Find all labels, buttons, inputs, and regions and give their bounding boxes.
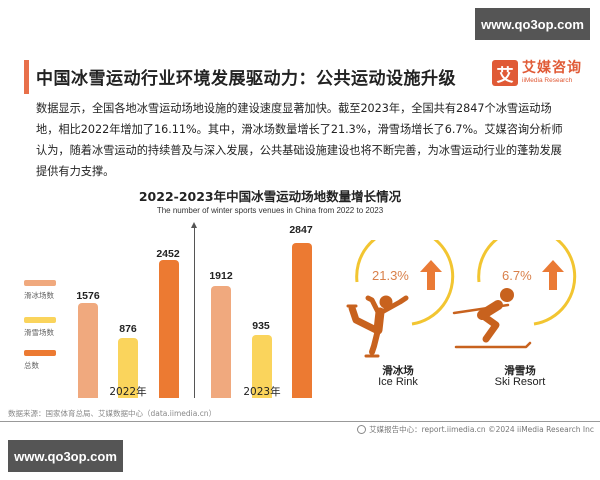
footer-divider xyxy=(0,421,600,422)
chart-title: 2022-2023年中国冰雪运动场地数量增长情况 xyxy=(138,189,402,204)
ice-rink-growth: 21.3% xyxy=(340,240,460,360)
ski-resort-growth-pct: 6.7% xyxy=(502,268,532,283)
page-title: 中国冰雪运动行业环境发展驱动力：公共运动设施升级 xyxy=(36,69,456,89)
footer-credit-text: 艾媒报告中心：report.iimedia.cn ©2024 iiMedia R… xyxy=(369,425,594,434)
legend-swatch-ski xyxy=(24,317,56,323)
footer-credit: 艾媒报告中心：report.iimedia.cn ©2024 iiMedia R… xyxy=(357,424,594,435)
bar-2023-ski xyxy=(252,335,272,398)
data-source: 数据来源：国家体育总局、艾媒数据中心（data.iimedia.cn） xyxy=(8,409,217,418)
legend-label: 滑冰场数 xyxy=(24,291,54,300)
summary-paragraph: 数据显示，全国各地冰雪运动场地设施的建设速度显著加快。截至2023年，全国共有2… xyxy=(36,102,563,178)
y-axis-line xyxy=(194,226,195,398)
watermark-top: www.qo3op.com xyxy=(475,8,590,40)
up-arrow-icon xyxy=(542,260,564,290)
bar-value-label: 1576 xyxy=(76,290,100,302)
legend-swatch-ice xyxy=(24,280,56,286)
brand-logo: 艾 艾媒咨询 iiMedia Research xyxy=(492,60,582,86)
globe-icon xyxy=(357,425,367,434)
growth-ring-icon xyxy=(477,240,577,326)
bar-2023-total xyxy=(292,243,312,398)
ski-resort-label-en: Ski Resort xyxy=(494,376,546,388)
bar-2023-ice xyxy=(211,286,231,398)
ice-rink-label-cn: 滑冰场 xyxy=(382,365,414,377)
ski-resort-label-cn: 滑雪场 xyxy=(504,365,536,377)
bar-value-label: 2847 xyxy=(289,224,313,236)
bar-2022-ice xyxy=(78,303,98,398)
growth-ring-icon xyxy=(355,240,455,326)
ice-rink-growth-pct: 21.3% xyxy=(372,268,409,283)
up-arrow-icon xyxy=(420,260,442,290)
ice-skater-icon xyxy=(346,295,409,358)
legend-label: 总数 xyxy=(24,361,39,370)
bar-2022-total xyxy=(159,260,179,398)
x-tick-label: 2022年 xyxy=(109,386,147,398)
bar-value-label: 876 xyxy=(119,323,137,335)
logo-name-cn: 艾媒咨询 xyxy=(522,60,582,76)
ski-resort-growth: 6.7% xyxy=(452,240,582,360)
logo-name-en: iiMedia Research xyxy=(522,77,573,84)
legend-item-ski: 滑雪场数 xyxy=(24,317,64,338)
ice-rink-label-en: Ice Rink xyxy=(378,376,418,388)
title-accent-bar xyxy=(24,60,29,94)
x-tick-label: 2023年 xyxy=(243,386,281,398)
chart-subtitle: The number of winter sports venues in Ch… xyxy=(156,206,384,215)
bar-2022-ski xyxy=(118,338,138,398)
legend-item-total: 总数 xyxy=(24,350,64,371)
legend-swatch-total xyxy=(24,350,56,356)
y-axis-arrow-icon xyxy=(191,222,197,228)
bar-value-label: 2452 xyxy=(156,248,180,260)
watermark-bottom: www.qo3op.com xyxy=(8,440,123,472)
logo-mark-icon: 艾 xyxy=(492,60,518,86)
legend-label: 滑雪场数 xyxy=(24,328,54,337)
bar-value-label: 935 xyxy=(252,320,270,332)
skier-icon xyxy=(452,288,532,349)
bar-value-label: 1912 xyxy=(209,270,233,282)
legend-item-ice: 滑冰场数 xyxy=(24,280,64,301)
